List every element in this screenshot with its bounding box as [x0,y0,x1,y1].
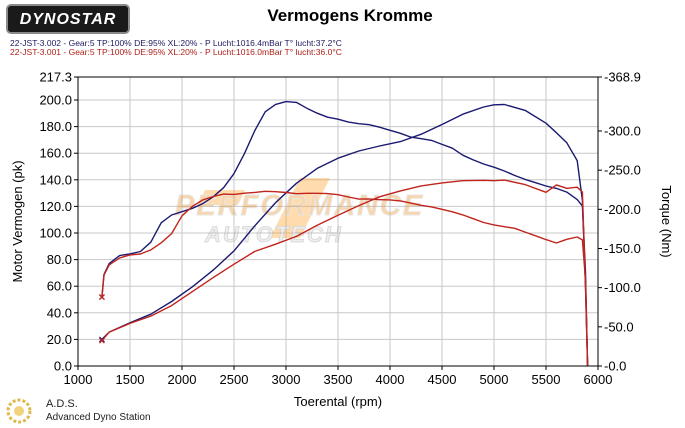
y2-tick-label: -250.0 [604,163,641,178]
y-tick-label: 60.0 [47,279,72,294]
x-tick-label: 4500 [428,372,457,387]
series-22-JST-3.001-torque [101,190,589,367]
y-tick-label: 40.0 [47,305,72,320]
series-22-JST-3.002-power [101,103,589,367]
y2-tick-label: -100.0 [604,280,641,295]
series-start-marker [98,294,105,300]
y-tick-label: 0.0 [54,359,72,374]
x-tick-label: 2000 [168,372,197,387]
x-tick-label: 1500 [116,372,145,387]
dynostar-logo: DYNOSTAR [6,4,130,34]
x-axis-label: Toerental (rpm) [294,394,382,409]
y-tick-label: 180.0 [39,119,72,134]
y-tick-label: 160.0 [39,146,72,161]
x-tick-label: 2500 [220,372,249,387]
x-tick-label: 3000 [272,372,301,387]
watermark-text-2: AUTOTECH [204,222,343,247]
watermark-logo: PERFORMANCE AUTOTECH [175,178,423,247]
y-tick-label: 100.0 [39,226,72,241]
series-22-JST-3.002-torque [101,100,589,367]
y-axis-label: Motor Vermogen (pk) [10,160,25,282]
ads-name: A.D.S. [46,398,78,410]
x-tick-label: 6000 [584,372,613,387]
chart-title: Vermogens Kromme [267,6,433,25]
y2-tick-label: -300.0 [604,123,641,138]
run-info-2: 22-JST-3.001 - Gear:5 TP:100% DE:95% XL:… [10,47,342,57]
y-tick-label: 217.3 [39,70,72,85]
x-tick-label: 5500 [532,372,561,387]
series-22-JST-3.001-power [101,179,589,367]
axes: 1000 1500 2000 2500 3000 3500 4000 4500 5000 5500… [10,70,674,410]
y-tick-label: 140.0 [39,172,72,187]
y-tick-label: 80.0 [47,252,72,267]
y-tick-label: 20.0 [47,332,72,347]
y2-tick-label: -0.0 [604,359,626,374]
series [98,100,589,367]
y-tick-label: 120.0 [39,199,72,214]
ads-subtitle: Advanced Dyno Station [46,412,151,423]
x-tick-label: 1000 [64,372,93,387]
logo-text: DYNOSTAR [19,11,117,28]
y2-tick-label: -200.0 [604,202,641,217]
y2-tick-label: -368.9 [604,70,641,85]
run-info-1: 22-JST-3.002 - Gear:5 TP:100% DE:95% XL:… [10,38,342,48]
y2-tick-label: -50.0 [604,319,634,334]
x-tick-label: 3500 [324,372,353,387]
x-tick-label: 4000 [376,372,405,387]
series-start-marker [98,337,105,344]
x-tick-label: 5000 [480,372,509,387]
ads-footer: A.D.S. Advanced Dyno Station [4,396,184,426]
y2-axis-label: Torque (Nm) [659,185,674,257]
ads-logo-icon [6,398,32,424]
y-tick-label: 200.0 [39,93,72,108]
y2-tick-label: -150.0 [604,241,641,256]
